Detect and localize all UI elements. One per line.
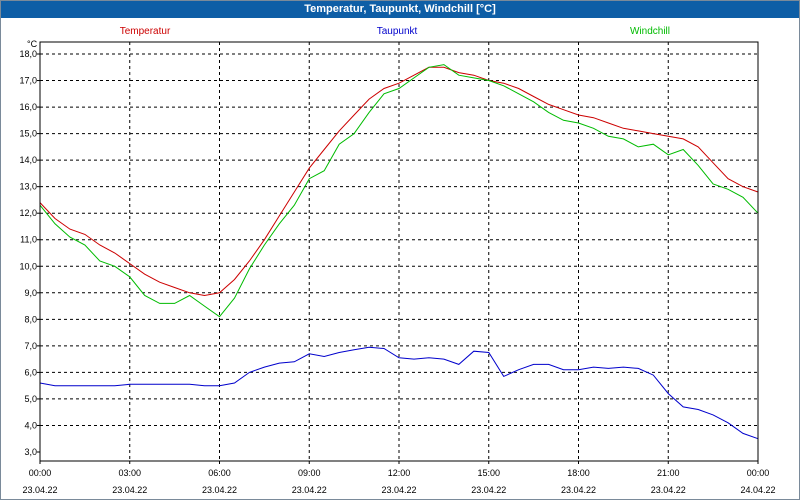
x-tick-time: 09:00 <box>298 468 321 478</box>
y-tick-label: 5,0 <box>24 394 37 404</box>
y-tick-label: 15,0 <box>19 129 37 139</box>
x-tick-time: 15:00 <box>477 468 500 478</box>
x-tick-time: 12:00 <box>388 468 411 478</box>
legend-entry-windchill: Windchill <box>630 26 670 37</box>
x-tick-date: 23.04.22 <box>202 485 237 495</box>
y-tick-label: 8,0 <box>24 314 37 324</box>
x-tick-time: 00:00 <box>29 468 52 478</box>
x-tick-time: 18:00 <box>567 468 590 478</box>
y-axis-unit-label: °C <box>27 39 38 49</box>
y-tick-label: 11,0 <box>20 235 37 245</box>
y-tick-label: 3,0 <box>24 447 37 457</box>
y-tick-label: 10,0 <box>19 261 37 271</box>
x-tick-date: 23.04.22 <box>381 485 416 495</box>
y-tick-label: 12,0 <box>19 208 37 218</box>
x-tick-time: 03:00 <box>118 468 141 478</box>
y-tick-label: 13,0 <box>19 182 37 192</box>
x-tick-date: 23.04.22 <box>112 485 147 495</box>
x-axis-ticks: 00:00 23.04.22 03:00 23.04.22 06:00 23.04.22 0… <box>22 461 776 495</box>
x-tick-date: 23.04.22 <box>471 485 506 495</box>
y-tick-label: 7,0 <box>24 341 37 351</box>
window-title: Temperatur, Taupunkt, Windchill [°C] <box>1 1 799 18</box>
y-tick-label: 14,0 <box>19 155 37 165</box>
y-tick-label: 6,0 <box>24 367 37 377</box>
x-tick-time: 00:00 <box>747 468 770 478</box>
legend: Temperatur Taupunkt Windchill <box>120 26 670 37</box>
x-tick-date: 23.04.22 <box>292 485 327 495</box>
y-tick-label: 18,0 <box>19 49 37 59</box>
x-tick-date: 23.04.22 <box>651 485 686 495</box>
series-line-taupunkt <box>39 346 759 440</box>
y-tick-label: 16,0 <box>19 102 37 112</box>
x-tick-date: 24.04.22 <box>740 485 775 495</box>
legend-entry-taupunkt: Taupunkt <box>377 26 418 37</box>
y-tick-label: 9,0 <box>24 288 37 298</box>
y-tick-label: 17,0 <box>19 76 37 86</box>
y-tick-label: 4,0 <box>24 420 37 430</box>
legend-entry-temperatur: Temperatur <box>120 26 171 37</box>
x-tick-date: 23.04.22 <box>22 485 57 495</box>
x-tick-time: 21:00 <box>657 468 680 478</box>
series-line-temperatur <box>39 66 759 297</box>
x-tick-date: 23.04.22 <box>561 485 596 495</box>
x-tick-time: 06:00 <box>208 468 231 478</box>
series-lines <box>39 64 759 440</box>
series-line-windchill <box>39 64 759 318</box>
grid <box>40 42 758 461</box>
y-axis-ticks: 3,0 4,0 5,0 6,0 7,0 8,0 9,0 10,0 11,0 12,0 13,0 14,… <box>19 49 40 457</box>
